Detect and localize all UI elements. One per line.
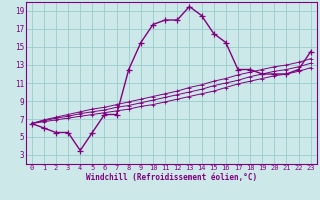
- X-axis label: Windchill (Refroidissement éolien,°C): Windchill (Refroidissement éolien,°C): [86, 173, 257, 182]
